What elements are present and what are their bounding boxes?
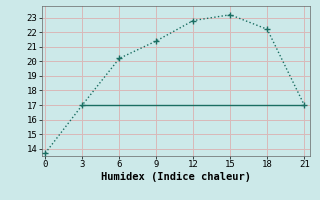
X-axis label: Humidex (Indice chaleur): Humidex (Indice chaleur) [101,172,251,182]
